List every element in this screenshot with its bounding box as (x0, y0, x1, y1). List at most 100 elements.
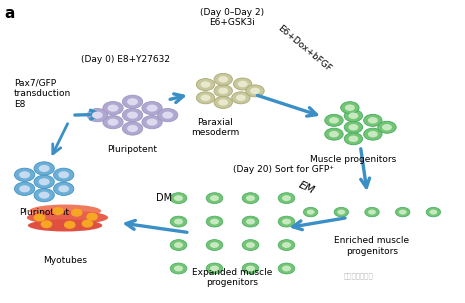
Text: Myotubes: Myotubes (43, 256, 87, 265)
Circle shape (174, 195, 183, 201)
Circle shape (170, 263, 187, 274)
Circle shape (325, 114, 343, 126)
Circle shape (170, 216, 187, 227)
Circle shape (282, 195, 291, 201)
Circle shape (278, 263, 295, 274)
Text: Pluripotent: Pluripotent (19, 208, 69, 217)
Circle shape (122, 95, 143, 108)
Circle shape (206, 216, 223, 227)
Circle shape (53, 208, 63, 215)
Circle shape (426, 207, 441, 217)
Circle shape (242, 193, 259, 204)
Circle shape (325, 128, 343, 140)
Circle shape (399, 210, 406, 215)
Circle shape (278, 216, 295, 227)
Ellipse shape (27, 211, 108, 225)
Text: Enriched muscle
progenitors: Enriched muscle progenitors (334, 236, 410, 256)
Text: (Day 20) Sort for GFP⁺: (Day 20) Sort for GFP⁺ (232, 165, 333, 174)
Circle shape (53, 168, 74, 181)
Circle shape (368, 131, 378, 137)
Circle shape (210, 265, 219, 271)
Circle shape (39, 178, 50, 185)
Circle shape (278, 240, 295, 251)
Circle shape (238, 81, 247, 87)
Circle shape (246, 85, 264, 97)
Circle shape (41, 221, 52, 228)
Circle shape (348, 112, 359, 119)
Circle shape (92, 112, 103, 119)
Circle shape (210, 242, 219, 248)
Circle shape (206, 193, 223, 204)
Circle shape (282, 265, 291, 271)
Circle shape (122, 122, 143, 135)
Circle shape (345, 105, 355, 111)
Circle shape (196, 92, 215, 104)
Circle shape (344, 121, 363, 133)
Circle shape (218, 99, 228, 106)
Circle shape (395, 207, 410, 217)
Circle shape (206, 240, 223, 251)
Circle shape (378, 121, 396, 133)
Circle shape (58, 185, 69, 192)
Circle shape (65, 221, 75, 228)
Circle shape (246, 265, 255, 271)
Circle shape (103, 115, 123, 129)
Circle shape (142, 102, 162, 115)
Circle shape (242, 240, 259, 251)
Text: Pluripotent: Pluripotent (107, 145, 158, 154)
Circle shape (174, 219, 183, 225)
Circle shape (87, 213, 97, 220)
Circle shape (344, 133, 363, 145)
Circle shape (39, 165, 50, 172)
Circle shape (214, 96, 232, 108)
Circle shape (170, 193, 187, 204)
Circle shape (34, 214, 45, 221)
Circle shape (341, 102, 359, 114)
Circle shape (53, 182, 74, 195)
Circle shape (107, 118, 119, 126)
Circle shape (174, 265, 183, 271)
Circle shape (368, 210, 376, 215)
Circle shape (82, 220, 93, 227)
Text: Paraxial
mesoderm: Paraxial mesoderm (191, 118, 239, 137)
Circle shape (250, 88, 260, 94)
Circle shape (127, 112, 138, 119)
Circle shape (127, 125, 138, 132)
Circle shape (158, 108, 178, 122)
Circle shape (246, 195, 255, 201)
Circle shape (146, 118, 158, 126)
Circle shape (39, 191, 50, 199)
Circle shape (162, 112, 173, 119)
Ellipse shape (28, 219, 102, 231)
Circle shape (72, 209, 82, 216)
Text: (Day 0) E8+Y27632: (Day 0) E8+Y27632 (81, 55, 170, 64)
Circle shape (242, 263, 259, 274)
Text: E6+Dox+bFGF: E6+Dox+bFGF (276, 23, 333, 73)
Circle shape (344, 110, 363, 122)
Circle shape (14, 168, 35, 181)
Circle shape (127, 98, 138, 105)
Circle shape (338, 210, 345, 215)
Circle shape (210, 219, 219, 225)
Circle shape (170, 240, 187, 251)
Circle shape (303, 207, 318, 217)
Circle shape (87, 108, 107, 122)
Circle shape (382, 124, 392, 131)
Circle shape (282, 219, 291, 225)
Text: EM: EM (297, 179, 317, 195)
Text: 中国生物技术网: 中国生物技术网 (343, 272, 373, 279)
Text: Pax7/GFP
transduction
E8: Pax7/GFP transduction E8 (14, 79, 71, 108)
Circle shape (348, 135, 359, 142)
Circle shape (364, 114, 382, 126)
Circle shape (242, 216, 259, 227)
Circle shape (246, 219, 255, 225)
Circle shape (218, 88, 228, 94)
Circle shape (142, 115, 162, 129)
Circle shape (246, 242, 255, 248)
Circle shape (174, 242, 183, 248)
Circle shape (19, 185, 30, 192)
Circle shape (214, 73, 232, 85)
Circle shape (368, 117, 378, 124)
Circle shape (282, 242, 291, 248)
Circle shape (232, 92, 250, 104)
